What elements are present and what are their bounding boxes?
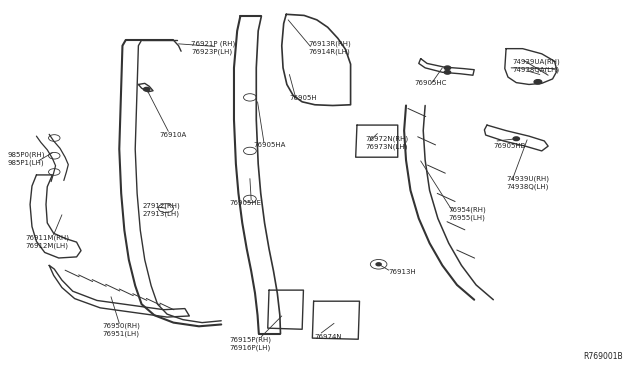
Text: 74939U(RH)
74938Q(LH): 74939U(RH) 74938Q(LH) bbox=[506, 176, 549, 190]
Text: R769001B: R769001B bbox=[583, 352, 623, 361]
Text: 76954(RH)
76955(LH): 76954(RH) 76955(LH) bbox=[449, 206, 486, 221]
Circle shape bbox=[534, 80, 541, 84]
Circle shape bbox=[444, 66, 451, 70]
Text: 76915P(RH)
76916P(LH): 76915P(RH) 76916P(LH) bbox=[230, 337, 271, 351]
Text: 76910A: 76910A bbox=[159, 132, 187, 138]
Text: 76905HA: 76905HA bbox=[253, 142, 285, 148]
Text: 76974N: 76974N bbox=[315, 334, 342, 340]
Text: 76905HE: 76905HE bbox=[230, 200, 262, 206]
Circle shape bbox=[376, 263, 381, 266]
Text: 76913R(RH)
76914R(LH): 76913R(RH) 76914R(LH) bbox=[308, 40, 351, 55]
Text: 76950(RH)
76951(LH): 76950(RH) 76951(LH) bbox=[102, 322, 140, 337]
Circle shape bbox=[143, 87, 150, 91]
Text: 27912(RH)
27913(LH): 27912(RH) 27913(LH) bbox=[143, 203, 180, 217]
Text: 76913H: 76913H bbox=[389, 269, 417, 275]
Text: 76911M(RH)
76912M(LH): 76911M(RH) 76912M(LH) bbox=[26, 235, 70, 249]
Circle shape bbox=[444, 70, 451, 74]
Text: 76921P (RH)
76923P(LH): 76921P (RH) 76923P(LH) bbox=[191, 40, 236, 55]
Text: 76905HC: 76905HC bbox=[414, 80, 447, 86]
Text: 76905H: 76905H bbox=[289, 95, 317, 101]
Text: 76972N(RH)
76973N(LH): 76972N(RH) 76973N(LH) bbox=[366, 135, 409, 150]
Text: 76905HB: 76905HB bbox=[493, 143, 525, 149]
Text: 74939UA(RH)
74938QA(LH): 74939UA(RH) 74938QA(LH) bbox=[513, 59, 560, 73]
Circle shape bbox=[513, 137, 520, 141]
Text: 985P0(RH)
985P1(LH): 985P0(RH) 985P1(LH) bbox=[8, 151, 45, 166]
